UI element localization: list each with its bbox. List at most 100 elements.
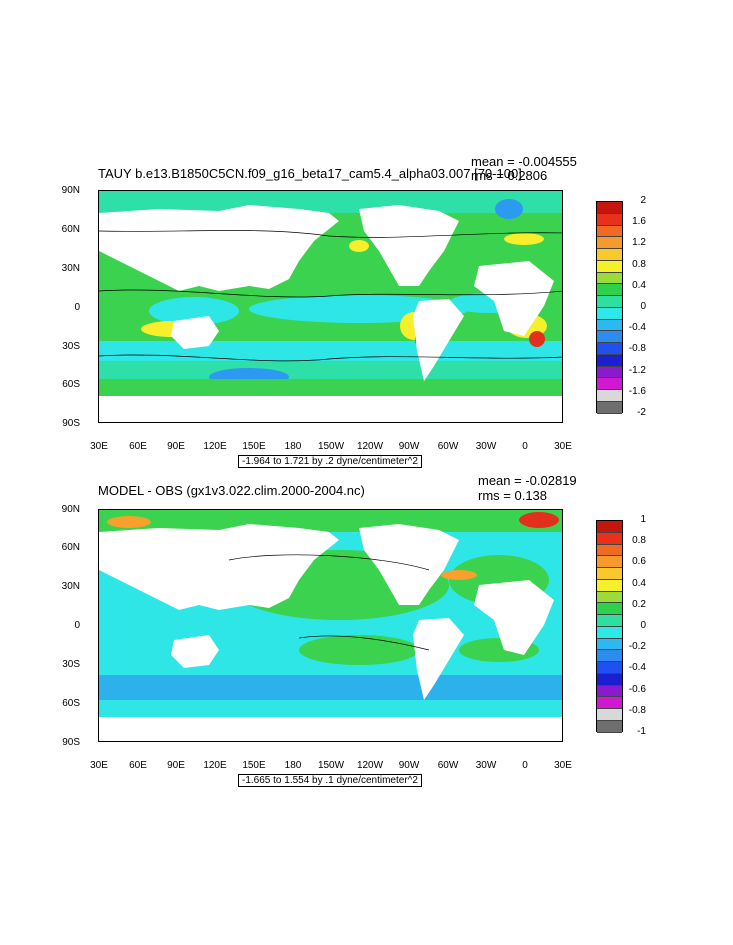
colorbar-swatch <box>597 638 622 651</box>
africa-land <box>474 261 554 336</box>
panel1-lon-label: 0 <box>522 441 528 452</box>
colorbar-label: -0.4 <box>628 322 646 334</box>
colorbar-label: -0.4 <box>628 662 646 674</box>
colorbar-label: 0.4 <box>632 577 646 589</box>
colorbar-label: 0.8 <box>632 535 646 547</box>
colorbar-swatch <box>597 591 622 604</box>
panel1-lon-label: 120W <box>356 441 384 452</box>
arctic-band <box>99 510 562 532</box>
colorbar-label: -0.8 <box>628 704 646 716</box>
colorbar-label: 0 <box>640 301 646 312</box>
colorbar-swatch <box>597 202 622 214</box>
colorbar-swatch <box>597 296 622 308</box>
colorbar-swatch <box>597 673 622 686</box>
colorbar-swatch <box>597 378 622 391</box>
panel1-lon-label: 120E <box>203 441 227 452</box>
colorbar-label: 0.8 <box>632 258 646 270</box>
panel1-range-label: -1.964 to 1.721 by .2 dyne/centimeter^2 <box>238 455 422 468</box>
colorbar-label: -0.6 <box>628 683 646 695</box>
colorbar-swatch <box>597 272 622 285</box>
colorbar-swatch <box>597 354 622 367</box>
contour-line <box>228 554 430 571</box>
colorbar-swatch <box>597 626 622 639</box>
colorbar-label: 1.2 <box>632 237 646 249</box>
panel1-colorbar <box>596 201 623 414</box>
panel2-lon-label: 90W <box>398 760 420 771</box>
panel2-lat-label: 90S <box>62 737 80 748</box>
panel2-lon-label: 90E <box>167 760 185 771</box>
colorbar-swatch <box>597 709 622 722</box>
north-america-land <box>359 524 459 605</box>
contour-line <box>298 635 430 651</box>
panel1-lat-label: 30S <box>62 341 80 352</box>
panel1-lon-label: 30W <box>475 441 497 452</box>
panel2-map <box>98 509 563 742</box>
eurasia-land <box>99 524 339 610</box>
antarctica-land <box>99 396 562 422</box>
colorbar-label: 0.2 <box>632 598 646 610</box>
panel2-lat-label: 30N <box>61 581 80 592</box>
panel1-title: TAUY b.e13.B1850C5CN.f09_g16_beta17_cam5… <box>98 166 522 181</box>
panel1-lon-label: 150W <box>317 441 345 452</box>
panel2-lon-label: 30E <box>554 760 572 771</box>
southern-band3 <box>99 379 562 397</box>
panel2-map-svg <box>99 510 562 741</box>
panel1-lat-label: 90S <box>62 418 80 429</box>
panel2-lat-label: 30S <box>62 659 80 670</box>
colorbar-swatch <box>597 685 622 698</box>
colorbar-swatch <box>597 237 622 250</box>
panel2-range-label: -1.665 to 1.554 by .1 dyne/centimeter^2 <box>238 774 422 787</box>
colorbar-swatch <box>597 697 622 710</box>
colorbar-label: 0.4 <box>632 279 646 291</box>
panel2-colorbar <box>596 520 623 733</box>
panel2-lon-label: 60E <box>129 760 147 771</box>
colorbar-swatch <box>597 213 622 226</box>
colorbar-swatch <box>597 544 622 557</box>
colorbar-swatch <box>597 650 622 663</box>
panel1-lon-label: 90W <box>398 441 420 452</box>
panel2-lon-label: 120E <box>203 760 227 771</box>
panel2-lon-label: 150E <box>242 760 266 771</box>
colorbar-label: -0.8 <box>628 343 646 355</box>
arctic-orange <box>107 516 151 528</box>
contour-line <box>99 289 562 298</box>
colorbar-swatch <box>597 662 622 674</box>
colorbar-swatch <box>597 319 622 332</box>
colorbar-label: 2 <box>640 195 646 206</box>
panel1-lon-label: 30E <box>554 441 572 452</box>
australia-land <box>171 316 219 349</box>
colorbar-label: -1.2 <box>628 364 646 376</box>
panel1-lon-label: 60E <box>129 441 147 452</box>
panel1-map <box>98 190 563 423</box>
panel1-lon-label: 90E <box>167 441 185 452</box>
colorbar-label: -1 <box>637 726 646 737</box>
colorbar-label: 1.6 <box>632 216 646 228</box>
colorbar-label: -0.2 <box>628 641 646 653</box>
panel1-lat-label: 90N <box>61 185 80 196</box>
atlantic-yellow <box>504 233 544 245</box>
panel1-lon-label: 60W <box>437 441 459 452</box>
south-america-land <box>413 618 464 700</box>
arctic-band <box>99 191 562 213</box>
panel2-lon-label: 30E <box>90 760 108 771</box>
arctic-red <box>519 512 559 528</box>
panel2-lon-label: 120W <box>356 760 384 771</box>
south-america-land <box>413 299 464 381</box>
colorbar-label: 1 <box>640 514 646 525</box>
colorbar-swatch <box>597 721 622 733</box>
australia-land <box>171 635 219 668</box>
south-pacific-green <box>299 635 419 665</box>
panel2-lon-label: 0 <box>522 760 528 771</box>
panel2-title: MODEL - OBS (gx1v3.022.clim.2000-2004.nc… <box>98 483 365 498</box>
atlantic-orange <box>441 570 477 580</box>
colorbar-swatch <box>597 343 622 355</box>
panel1-lon-label: 150E <box>242 441 266 452</box>
colorbar-swatch <box>597 249 622 261</box>
southern-band <box>99 341 562 361</box>
panel2-rms: rms = 0.138 <box>478 488 548 503</box>
colorbar-swatch <box>597 615 622 627</box>
pacific-yellow <box>349 240 369 252</box>
colorbar-swatch <box>597 568 622 580</box>
southern-blue-band <box>99 675 562 700</box>
colorbar-swatch <box>597 521 622 533</box>
